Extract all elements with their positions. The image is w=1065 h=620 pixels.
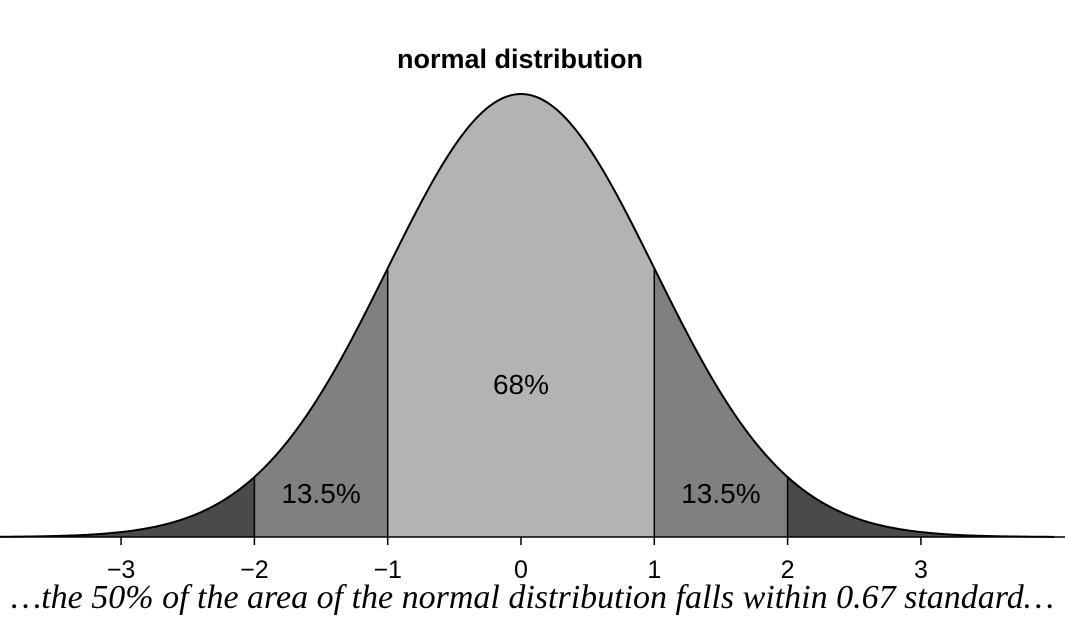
x-tick-label: 1 [647,556,661,584]
x-axis-ticks: −3 −2 −1 0 1 2 3 [107,537,928,584]
region-labels: 13.5% 68% 13.5% [281,369,760,509]
x-tick-label: −3 [107,556,136,584]
region-0 [0,477,255,537]
sigma-dividers [253,268,789,537]
region-2 [387,94,655,537]
density-curve [0,93,1055,538]
figure-caption: …the 50% of the area of the normal distr… [10,579,1054,616]
x-tick-label: 3 [914,556,928,584]
region-label-1: 13.5% [281,478,360,509]
region-label-3: 13.5% [681,478,760,509]
x-tick-label: 2 [781,556,795,584]
x-tick-label: 0 [514,556,528,584]
x-tick-label: −1 [373,556,402,584]
shaded-regions [0,94,1055,537]
region-label-2: 68% [493,369,549,400]
chart-title: normal distribution [397,44,643,74]
x-tick-label: −2 [240,556,269,584]
region-4 [787,477,1055,537]
